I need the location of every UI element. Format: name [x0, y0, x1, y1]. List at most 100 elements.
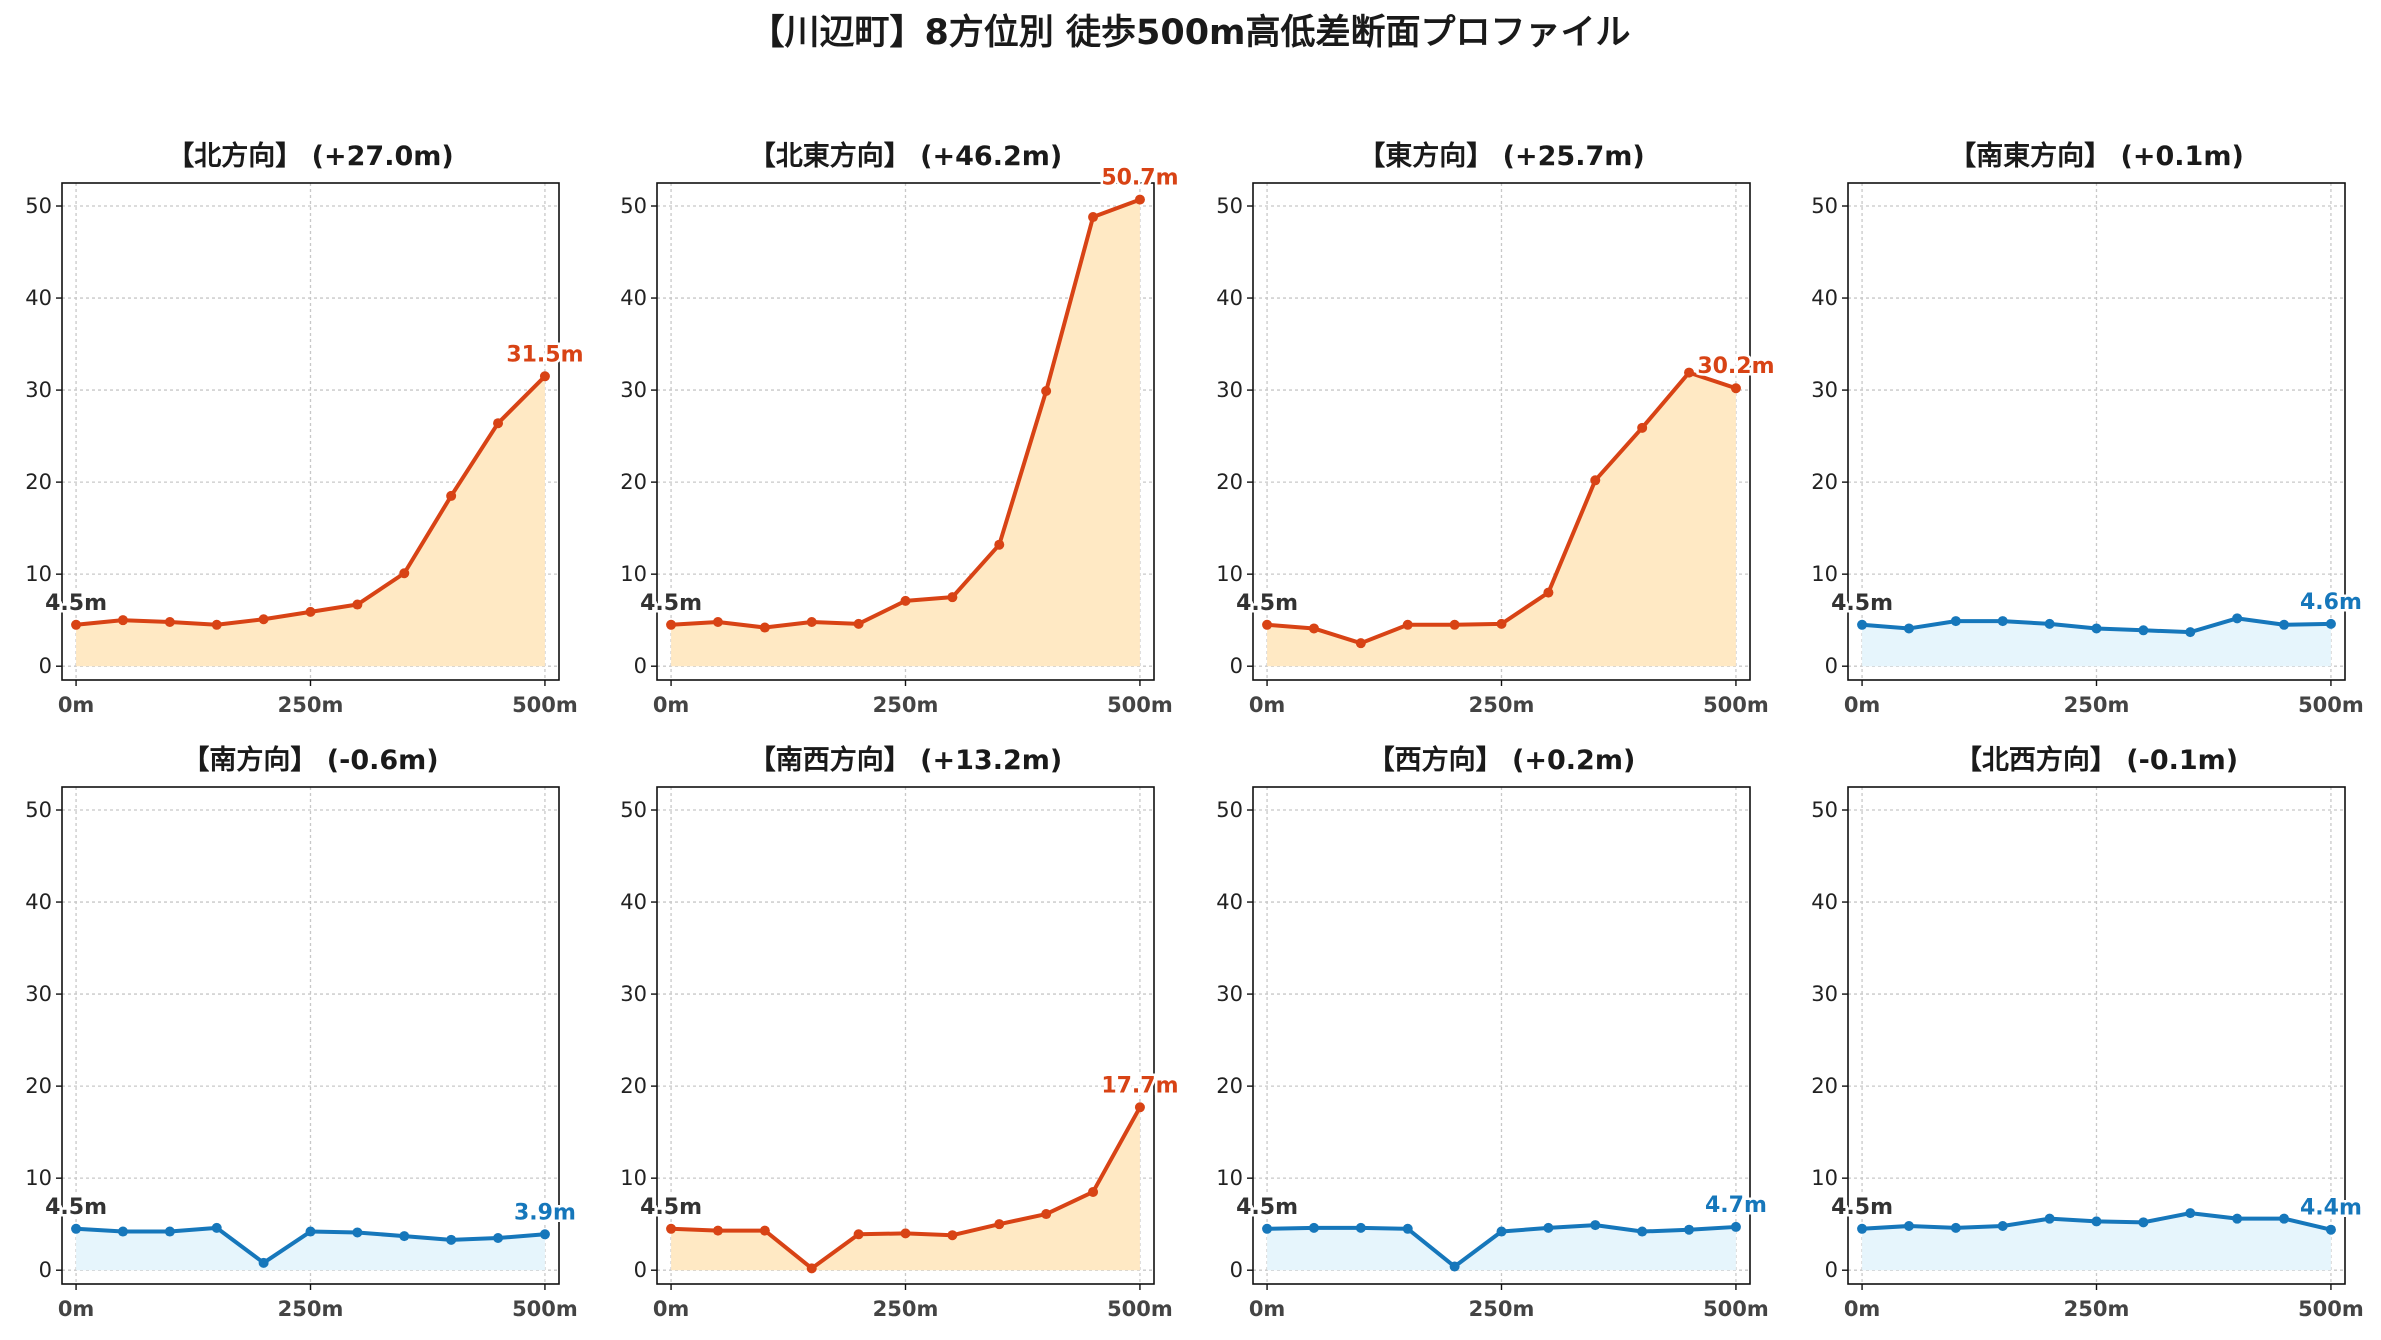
data-point — [2279, 619, 2290, 630]
y-tick-label: 30 — [620, 378, 647, 402]
y-tick-label: 50 — [1216, 194, 1243, 218]
start-value-label: 4.5m — [640, 1195, 702, 1220]
data-point — [2232, 613, 2243, 624]
data-point — [1402, 1223, 1413, 1234]
data-point — [117, 615, 128, 626]
y-tick-label: 20 — [25, 470, 52, 494]
x-tick-label: 500m — [1107, 1297, 1173, 1321]
data-point — [1308, 623, 1319, 634]
y-tick-label: 50 — [620, 194, 647, 218]
x-tick-label: 500m — [1703, 693, 1769, 717]
data-point — [2279, 1213, 2290, 1224]
data-point — [258, 614, 269, 625]
data-point — [666, 619, 677, 630]
data-point — [1088, 212, 1099, 223]
y-tick-label: 40 — [1811, 890, 1838, 914]
y-tick-label: 10 — [25, 562, 52, 586]
data-point — [1590, 475, 1601, 486]
start-value-label: 4.5m — [1831, 1195, 1893, 1220]
data-point — [2325, 618, 2336, 629]
panel-title: 【南東方向】 (+0.1m) — [1949, 140, 2244, 172]
y-tick-label: 20 — [25, 1074, 52, 1098]
y-tick-label: 40 — [25, 890, 52, 914]
data-point — [1950, 616, 1961, 627]
y-tick-label: 0 — [1825, 1258, 1838, 1282]
data-point — [1308, 1222, 1319, 1233]
y-tick-label: 20 — [620, 470, 647, 494]
y-tick-label: 10 — [620, 1166, 647, 1190]
data-point — [2044, 1213, 2055, 1224]
data-point — [947, 1230, 958, 1241]
data-point — [1857, 1223, 1868, 1234]
x-tick-label: 250m — [2064, 693, 2130, 717]
start-value-label: 4.5m — [640, 591, 702, 616]
y-tick-label: 10 — [1811, 562, 1838, 586]
profile-area — [671, 199, 1140, 667]
y-tick-label: 0 — [39, 1258, 52, 1282]
data-point — [539, 371, 550, 382]
end-value-label: 30.2m — [1697, 354, 1774, 379]
data-point — [1449, 619, 1460, 630]
data-point — [399, 568, 410, 579]
y-tick-label: 40 — [620, 286, 647, 310]
data-point — [806, 1263, 817, 1274]
data-point — [2044, 618, 2055, 629]
data-point — [305, 606, 316, 617]
data-point — [1903, 1221, 1914, 1232]
y-tick-label: 30 — [25, 378, 52, 402]
start-value-label: 4.5m — [1236, 1195, 1298, 1220]
data-point — [1262, 1223, 1273, 1234]
data-point — [2185, 1208, 2196, 1219]
data-point — [1590, 1220, 1601, 1231]
data-point — [446, 1234, 457, 1245]
y-tick-label: 0 — [1825, 654, 1838, 678]
data-point — [258, 1257, 269, 1268]
data-point — [352, 1227, 363, 1238]
profile-area — [1862, 618, 2331, 667]
start-value-label: 4.5m — [45, 1195, 107, 1220]
data-point — [1134, 194, 1145, 205]
y-tick-label: 30 — [25, 982, 52, 1006]
x-tick-label: 500m — [512, 693, 578, 717]
y-tick-label: 0 — [634, 654, 647, 678]
data-point — [759, 1225, 770, 1236]
data-point — [2232, 1213, 2243, 1224]
data-point — [853, 1229, 864, 1240]
data-point — [1041, 386, 1052, 397]
data-point — [539, 1229, 550, 1240]
panel-title: 【北西方向】 (-0.1m) — [1955, 744, 2238, 776]
start-value-label: 4.5m — [1236, 591, 1298, 616]
y-tick-label: 10 — [620, 562, 647, 586]
panel-title: 【南西方向】 (+13.2m) — [749, 744, 1062, 776]
end-value-label: 17.7m — [1101, 1073, 1178, 1098]
data-point — [806, 617, 817, 628]
data-point — [2091, 623, 2102, 634]
data-point — [1496, 618, 1507, 629]
end-value-label: 4.7m — [1705, 1193, 1767, 1218]
data-point — [446, 490, 457, 501]
end-value-label: 4.4m — [2300, 1196, 2362, 1221]
x-tick-label: 250m — [873, 1297, 939, 1321]
x-tick-label: 500m — [512, 1297, 578, 1321]
data-point — [1684, 1224, 1695, 1235]
data-point — [1637, 422, 1648, 433]
x-tick-label: 0m — [1844, 1297, 1881, 1321]
data-point — [164, 1226, 175, 1237]
end-value-label: 3.9m — [514, 1200, 576, 1225]
y-tick-label: 10 — [25, 1166, 52, 1190]
profile-area — [671, 1107, 1140, 1271]
data-point — [1449, 1261, 1460, 1272]
data-point — [759, 622, 770, 633]
data-point — [2138, 625, 2149, 636]
y-tick-label: 30 — [1216, 378, 1243, 402]
data-point — [994, 539, 1005, 550]
data-point — [947, 592, 958, 603]
panel-title: 【北方向】 (+27.0m) — [167, 140, 453, 172]
y-tick-label: 40 — [1216, 890, 1243, 914]
data-point — [1355, 1222, 1366, 1233]
data-point — [305, 1226, 316, 1237]
y-tick-label: 40 — [1216, 286, 1243, 310]
data-point — [1684, 367, 1695, 378]
x-tick-label: 500m — [2298, 693, 2364, 717]
